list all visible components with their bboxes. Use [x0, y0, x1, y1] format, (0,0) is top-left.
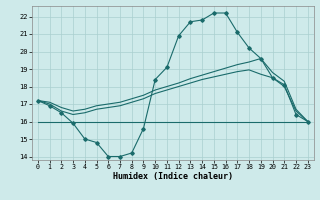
- X-axis label: Humidex (Indice chaleur): Humidex (Indice chaleur): [113, 172, 233, 181]
